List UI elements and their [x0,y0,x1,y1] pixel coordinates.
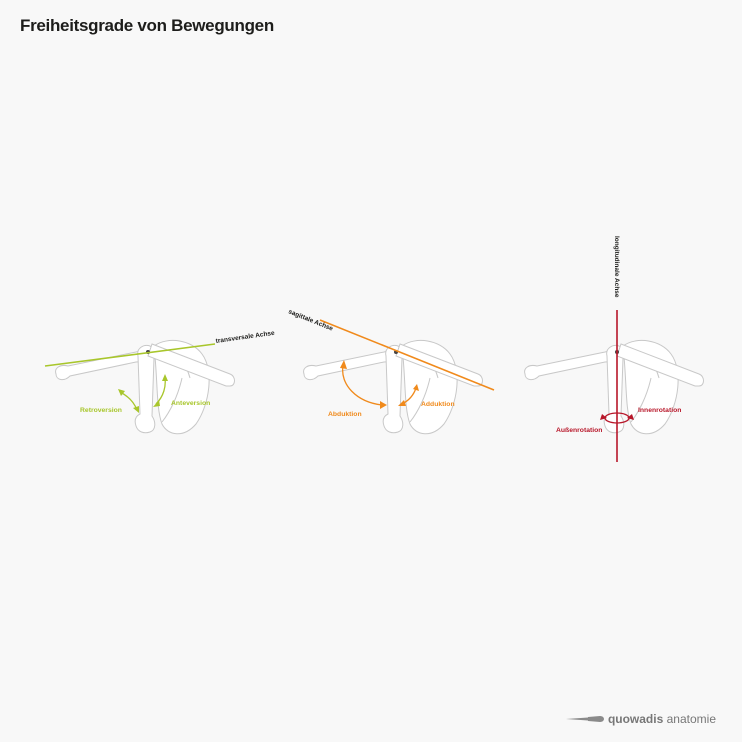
innenrotation-label: Innenrotation [638,407,681,414]
abduktion-arrowhead-top [340,360,347,369]
sagittal-axis-label: sagittale Achse [287,308,334,332]
panel-longitudinal: longitudinale Achse Außenrotation Innenr… [524,236,704,462]
logo-brand: quowadis [607,712,664,726]
rotation-arrowhead-right [627,414,634,420]
aussenrotation-label: Außenrotation [556,427,602,434]
shoulder-illustration-2 [303,339,483,435]
rotation-arrowhead-left [600,414,607,420]
adduktion-arrowhead-bottom [398,400,406,406]
scalpel-icon [565,716,604,722]
panel-sagittal: sagittale Achse Abduktion Adduktion [287,308,495,435]
shoulder-illustration-1 [55,339,236,435]
retroversion-label: Retroversion [80,407,122,414]
shoulder-illustration-3 [524,339,704,435]
sagittal-axis-line [319,319,495,391]
panel-transversal: transversale Achse Retroversion Antevers… [44,330,275,435]
anteversion-label: Anteversion [171,400,210,407]
abduktion-arrowhead-bottom [380,401,387,409]
page-title: Freiheitsgrade von Bewegungen [20,16,274,35]
logo-suffix: anatomie [666,712,716,726]
adduktion-label: Adduktion [421,401,455,408]
transversal-axis-line [44,343,216,367]
abduktion-label: Abduktion [328,411,362,418]
longitudinal-axis-label: longitudinale Achse [613,236,620,298]
anteversion-arrowhead-bottom [153,400,160,407]
abduktion-arrow [342,365,383,406]
anteversion-arrowhead-top [162,374,168,381]
retroversion-arrowhead-top [118,389,125,396]
brand-logo: quowadis anatomie [565,712,716,726]
retroversion-arrowhead-bottom [133,406,139,413]
retroversion-arrow [119,391,138,411]
adduktion-arrowhead-top [413,384,419,391]
transversal-axis-label: transversale Achse [215,330,275,345]
